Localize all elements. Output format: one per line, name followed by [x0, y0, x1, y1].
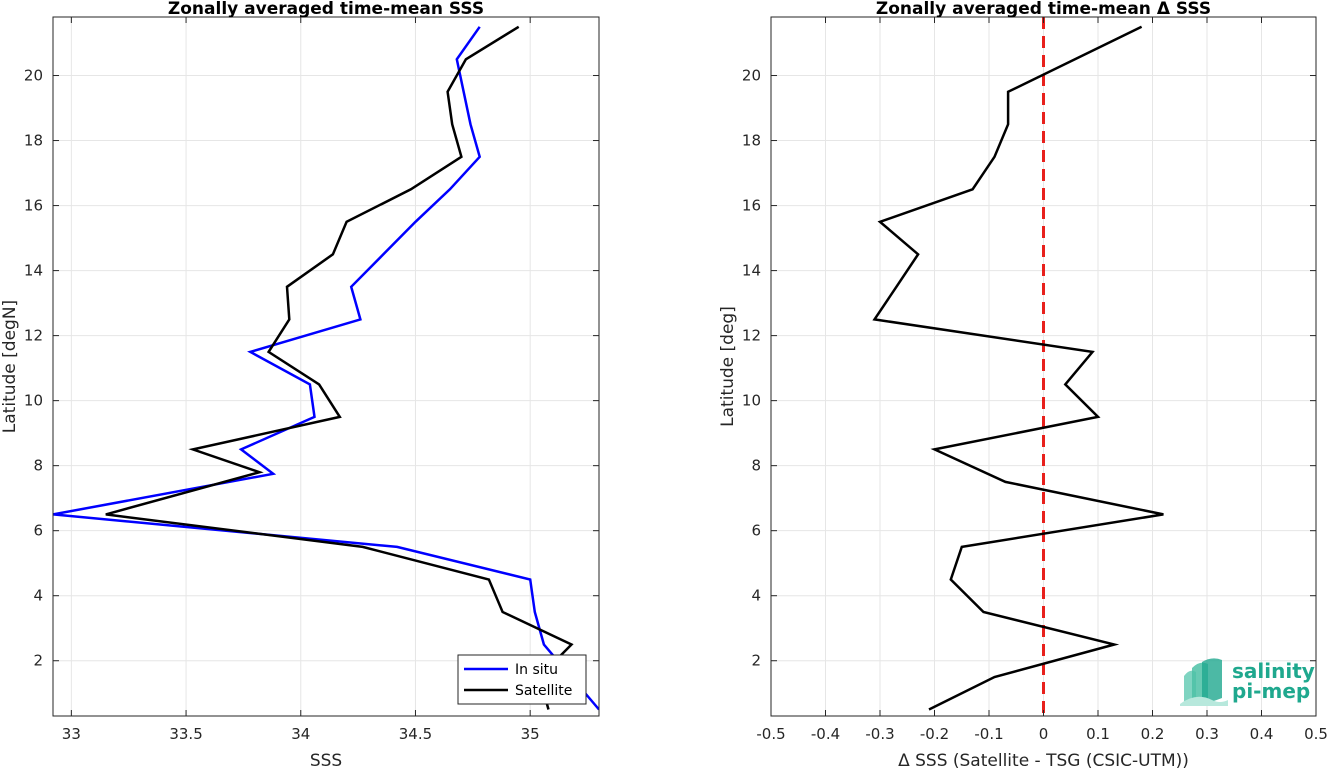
x-tick-label: 34.5 — [399, 725, 432, 743]
sss-y-axis-label: Latitude [degN] — [0, 300, 20, 433]
salinity-pi-mep-logo: salinity pi-mep — [1180, 658, 1315, 706]
sss-series — [53, 25, 599, 711]
x-tick-label: -0.3 — [865, 725, 894, 743]
sss-panel: 33 33.5 34 34.5 35 2 4 6 8 10 12 14 16 18 20 Zonally a… — [0, 0, 600, 769]
y-tick-label: 18 — [742, 132, 761, 150]
x-tick-label: 33 — [62, 725, 81, 743]
x-tick-label: -0.4 — [811, 725, 840, 743]
y-tick-label: 14 — [742, 262, 761, 280]
y-tick-label: 6 — [751, 522, 761, 540]
y-tick-label: 8 — [751, 457, 761, 475]
y-tick-label: 20 — [24, 67, 43, 85]
delta-sss-series — [872, 25, 1164, 711]
y-tick-label: 4 — [751, 587, 761, 605]
x-tick-label: 0 — [1039, 725, 1049, 743]
y-tick-label: 4 — [33, 587, 43, 605]
y-tick-label: 14 — [24, 262, 43, 280]
y-tick-label: 16 — [742, 197, 761, 215]
y-tick-label: 10 — [742, 392, 761, 410]
x-tick-label: 0.3 — [1195, 725, 1219, 743]
y-tick-label: 2 — [33, 652, 43, 670]
legend-label-in-situ: In situ — [515, 662, 558, 678]
y-tick-label: 6 — [33, 522, 43, 540]
sss-axes-box — [52, 16, 600, 717]
y-tick-label: 8 — [33, 457, 43, 475]
x-tick-label: 33.5 — [169, 725, 202, 743]
delta-sss-title: Zonally averaged time-mean Δ SSS — [876, 0, 1211, 19]
series-line-satellite — [105, 25, 574, 710]
x-tick-label: -0.2 — [920, 725, 949, 743]
y-tick-label: 18 — [24, 132, 43, 150]
y-tick-label: 2 — [751, 652, 761, 670]
y-tick-label: 20 — [742, 67, 761, 85]
logo-text-pi-mep: pi-mep — [1232, 679, 1310, 703]
y-tick-label: 10 — [24, 392, 43, 410]
wave-logo-icon — [1180, 658, 1228, 706]
logo-text-salinity: salinity — [1232, 659, 1315, 683]
legend-label-satellite: Satellite — [515, 683, 572, 699]
y-tick-label: 16 — [24, 197, 43, 215]
x-tick-label: -0.5 — [756, 725, 785, 743]
x-tick-label: 0.5 — [1304, 725, 1328, 743]
delta-sss-panel: -0.5 -0.4 -0.3 -0.2 -0.1 0 0.1 0.2 0.3 0.4 0.5 2 4 6 8… — [718, 0, 1328, 769]
x-tick-label: 0.4 — [1250, 725, 1274, 743]
x-tick-label: 0.2 — [1141, 725, 1165, 743]
delta-sss-ticks: -0.5 -0.4 -0.3 -0.2 -0.1 0 0.1 0.2 0.3 0.4 0.5 2 4 6 8… — [742, 17, 1328, 743]
sss-x-axis-label: SSS — [310, 751, 342, 769]
sss-ticks: 33 33.5 34 34.5 35 2 4 6 8 10 12 14 16 18 20 — [24, 17, 599, 743]
sss-title: Zonally averaged time-mean SSS — [168, 0, 484, 19]
series-line-in-situ — [53, 26, 599, 711]
x-tick-label: 0.1 — [1086, 725, 1110, 743]
sss-plot-area — [53, 17, 599, 716]
delta-sss-y-axis-label: Latitude [deg] — [718, 306, 738, 427]
x-tick-label: 35 — [521, 725, 540, 743]
sss-grid — [53, 17, 599, 716]
x-tick-label: 34 — [291, 725, 310, 743]
y-tick-label: 12 — [742, 327, 761, 345]
x-tick-label: -0.1 — [974, 725, 1003, 743]
legend-box — [457, 654, 587, 705]
delta-sss-x-axis-label: Δ SSS (Satellite - TSG (CSIC-UTM)) — [898, 751, 1189, 769]
sss-legend: In situ Satellite — [457, 654, 587, 705]
y-tick-label: 12 — [24, 327, 43, 345]
series-line-1 — [872, 25, 1164, 711]
